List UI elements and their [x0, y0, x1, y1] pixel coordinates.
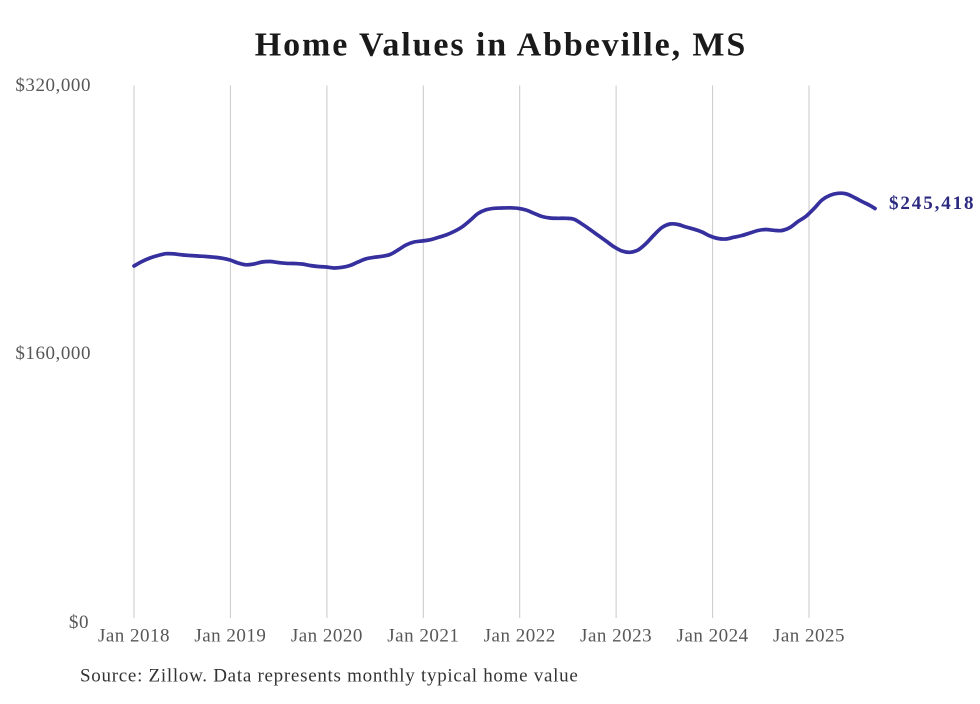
- svg-text:Jan 2018: Jan 2018: [98, 626, 170, 647]
- svg-text:$320,000: $320,000: [15, 75, 91, 96]
- svg-text:$0: $0: [69, 612, 89, 633]
- svg-text:$245,418: $245,418: [889, 193, 975, 214]
- svg-text:Jan 2023: Jan 2023: [580, 626, 652, 647]
- svg-text:$160,000: $160,000: [15, 343, 91, 364]
- svg-text:Jan 2022: Jan 2022: [484, 626, 556, 647]
- svg-text:Jan 2024: Jan 2024: [677, 626, 749, 647]
- svg-text:Jan 2021: Jan 2021: [387, 626, 459, 647]
- svg-text:Source: Zillow. Data represent: Source: Zillow. Data represents monthly …: [80, 666, 579, 687]
- svg-text:Jan 2019: Jan 2019: [194, 626, 266, 647]
- svg-text:Home Values in Abbeville, MS: Home Values in Abbeville, MS: [255, 27, 747, 64]
- svg-text:Jan 2020: Jan 2020: [291, 626, 363, 647]
- svg-text:Jan 2025: Jan 2025: [773, 626, 845, 647]
